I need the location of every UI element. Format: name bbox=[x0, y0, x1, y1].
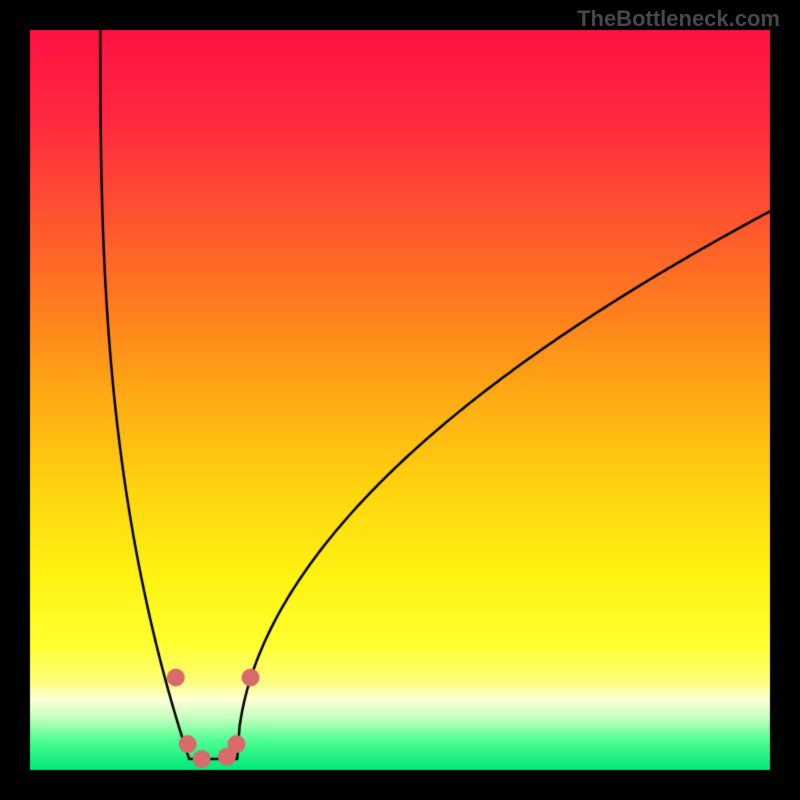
chart-container: TheBottleneck.com bbox=[0, 0, 800, 800]
bottleneck-chart-canvas bbox=[0, 0, 800, 800]
